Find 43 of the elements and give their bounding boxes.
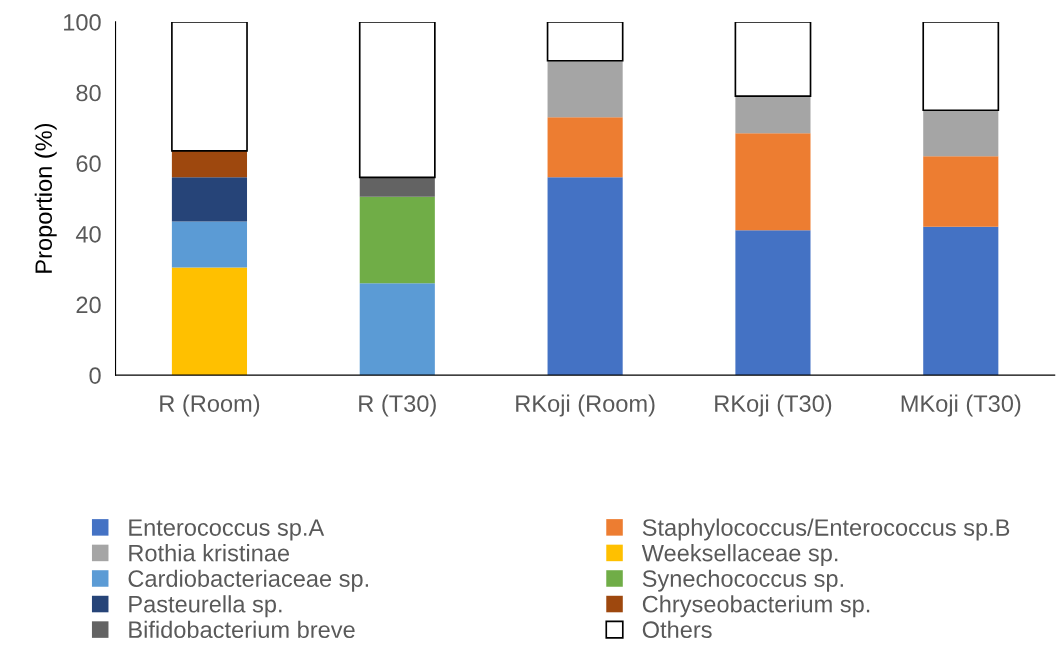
y-axis-title: Proportion (%) <box>34 123 57 273</box>
bar <box>923 226 999 376</box>
legend-label: Pasteurella sp. <box>129 595 282 618</box>
bar <box>358 21 436 179</box>
y-tick-label: 100 <box>64 13 101 31</box>
legend-label: Synechococcus sp. <box>642 569 843 592</box>
bar <box>547 60 623 118</box>
legend-label: Bifidobacterium breve <box>129 620 355 639</box>
x-tick-label: R (Room) <box>160 394 260 417</box>
x-tick-label: RKoji (Room) <box>516 394 655 417</box>
bar <box>359 196 435 284</box>
legend-label: Cardiobacteriaceae sp. <box>128 569 369 592</box>
bar <box>923 156 999 227</box>
bar <box>171 221 248 268</box>
bar <box>171 267 248 376</box>
bar <box>735 230 811 376</box>
y-tick-label: 0 <box>89 367 101 384</box>
bar <box>547 117 623 178</box>
bar <box>922 21 1000 112</box>
y-tick-label: 80 <box>76 84 101 102</box>
legend-label: Others <box>642 620 712 639</box>
bar <box>171 177 248 222</box>
x-tick-label: MKoji (T30) <box>901 394 1021 417</box>
legend-label: Chryseobacterium sp. <box>642 595 870 618</box>
y-tick-label: 20 <box>76 296 101 314</box>
bar <box>359 177 435 197</box>
legend-label: Staphylococcus/Enterococcus sp.B <box>642 518 1010 541</box>
bar <box>547 177 623 376</box>
y-tick-label: 40 <box>75 225 101 243</box>
bar <box>546 21 624 62</box>
bar <box>171 21 248 152</box>
bar <box>735 133 811 231</box>
legend-label: Rothia kristinae <box>129 544 290 562</box>
bar <box>734 21 812 97</box>
legend-label: Enterococcus sp.A <box>129 519 325 541</box>
y-tick-label: 60 <box>76 155 101 172</box>
bar <box>735 96 811 134</box>
x-tick-label: RKoji (T30) <box>715 394 832 417</box>
x-tick-label: R (T30) <box>359 394 436 417</box>
bar <box>359 283 435 376</box>
legend-label: Weeksellaceae sp. <box>641 544 838 567</box>
bar <box>171 150 248 178</box>
bar <box>923 110 999 157</box>
